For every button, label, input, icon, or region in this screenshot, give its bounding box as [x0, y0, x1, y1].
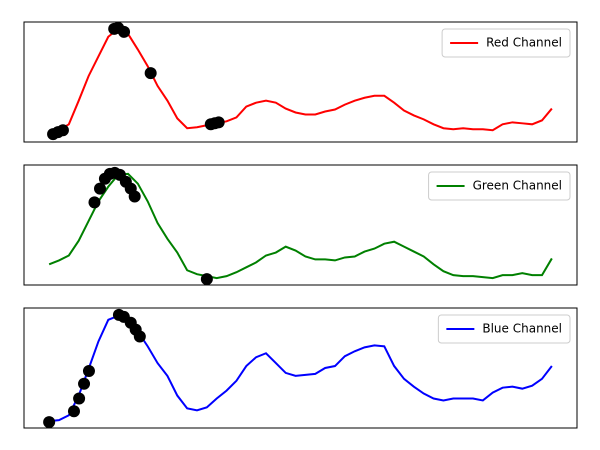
legend-label: Green Channel [473, 179, 562, 193]
marker-point [94, 182, 107, 195]
legend-box [441, 28, 571, 58]
marker-point [43, 416, 56, 429]
line-series [48, 172, 553, 280]
marker-point [212, 116, 225, 129]
marker-point [73, 392, 86, 405]
marker-point [133, 330, 146, 343]
legend: Blue Channel [437, 314, 571, 344]
marker-point [88, 196, 101, 209]
legend-box [428, 171, 571, 201]
marker-point [144, 67, 157, 80]
marker-point [56, 124, 69, 137]
marker-point [78, 377, 91, 390]
axes-frame [23, 21, 578, 143]
legend-box [437, 314, 571, 344]
marker-point [67, 405, 80, 418]
legend-label: Blue Channel [482, 322, 562, 336]
legend: Red Channel [441, 28, 571, 58]
legend-label: Red Channel [486, 36, 562, 50]
marker-point [82, 364, 95, 377]
marker-point [118, 25, 131, 38]
axes-frame [23, 164, 578, 286]
legend: Green Channel [428, 171, 571, 201]
axes-frame [23, 307, 578, 429]
marker-point [128, 190, 141, 203]
line-series [48, 27, 553, 136]
marker-point [200, 273, 213, 286]
